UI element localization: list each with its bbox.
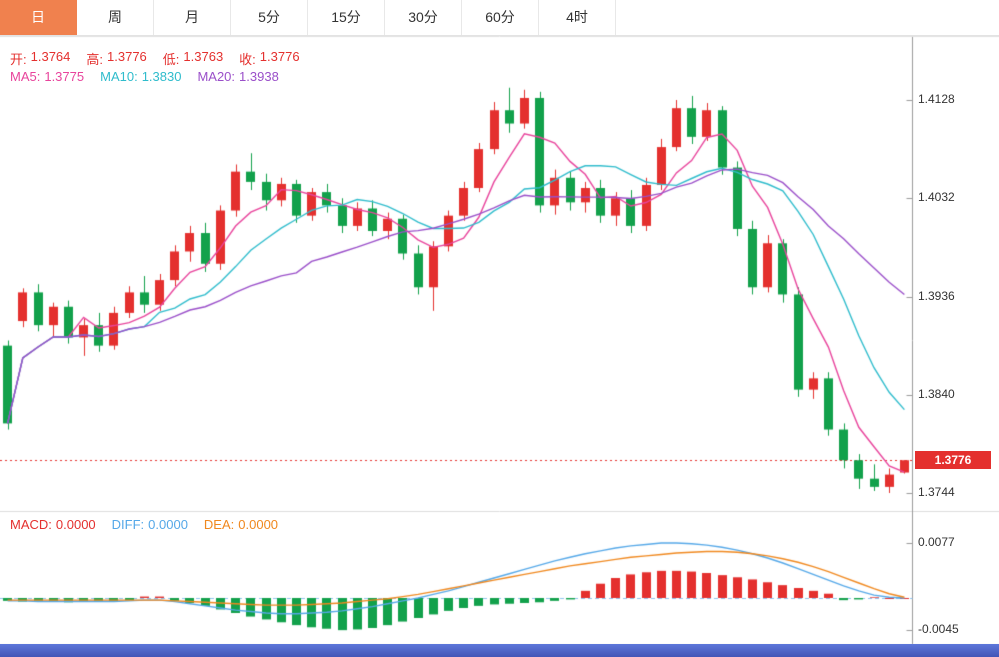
macd-value: 0.0000 xyxy=(55,517,96,532)
diff-label: DIFF: xyxy=(111,517,145,532)
tab-15min[interactable]: 15分 xyxy=(308,0,385,35)
ma20-value: 1.3938 xyxy=(239,69,279,84)
low-value: 1.3763 xyxy=(183,49,224,64)
dea-value: 0.0000 xyxy=(238,517,279,532)
ohlc-readout: 开: 1.3764 高: 1.3776 低: 1.3763 收: 1.3776 xyxy=(10,49,300,68)
current-price-tag: 1.3776 xyxy=(915,451,991,470)
open-label: 开: xyxy=(10,52,27,67)
close-value: 1.3776 xyxy=(259,49,300,64)
ma10-label: MA10: xyxy=(100,69,138,84)
macd-axis-label: 0.0077 xyxy=(918,535,955,549)
open-readout: 开: 1.3764 xyxy=(10,49,70,68)
ma10-readout: MA10: 1.3830 xyxy=(100,69,181,84)
timeframe-tabbar: 日 周 月 5分 15分 30分 60分 4时 xyxy=(0,0,999,36)
high-readout: 高: 1.3776 xyxy=(86,49,146,68)
close-label: 收: xyxy=(239,52,256,67)
ma5-readout: MA5: 1.3775 xyxy=(10,69,84,84)
macd-readout: MACD: 0.0000 DIFF: 0.0000 DEA: 0.0000 xyxy=(10,517,278,532)
macd-label: MACD: xyxy=(10,517,52,532)
price-axis-label: 1.3744 xyxy=(918,485,955,499)
tab-30min[interactable]: 30分 xyxy=(385,0,462,35)
ma20-readout: MA20: 1.3938 xyxy=(197,69,278,84)
open-value: 1.3764 xyxy=(30,49,71,64)
price-axis-label: 1.4128 xyxy=(918,92,955,106)
tab-week[interactable]: 周 xyxy=(77,0,154,35)
ma5-value: 1.3775 xyxy=(44,69,85,84)
bottom-scrollbar[interactable] xyxy=(0,644,999,657)
high-label: 高: xyxy=(86,52,104,67)
close-readout: 收: 1.3776 xyxy=(239,49,299,68)
diff-value: 0.0000 xyxy=(148,517,188,532)
macd-axis-label: -0.0045 xyxy=(918,622,959,637)
low-label: 低: xyxy=(162,52,180,67)
low-readout: 低: 1.3763 xyxy=(163,49,223,68)
tab-60min[interactable]: 60分 xyxy=(462,0,539,35)
diff-value-readout: DIFF: 0.0000 xyxy=(112,517,188,532)
ma-readout: MA5: 1.3775 MA10: 1.3830 MA20: 1.3938 xyxy=(10,69,279,84)
high-value: 1.3776 xyxy=(107,49,147,64)
ma10-value: 1.3830 xyxy=(141,69,182,84)
ma5-label: MA5: xyxy=(10,69,41,84)
tab-5min[interactable]: 5分 xyxy=(231,0,308,35)
ma20-label: MA20: xyxy=(197,69,236,84)
price-axis-label: 1.3936 xyxy=(918,288,955,303)
price-axis-label: 1.4032 xyxy=(918,190,955,205)
tab-month[interactable]: 月 xyxy=(154,0,231,35)
macd-value-readout: MACD: 0.0000 xyxy=(10,517,96,532)
price-axis-label: 1.3840 xyxy=(918,386,955,401)
dea-label: DEA: xyxy=(203,517,235,532)
tab-day[interactable]: 日 xyxy=(0,0,77,35)
tab-4hour[interactable]: 4时 xyxy=(539,0,616,35)
dea-value-readout: DEA: 0.0000 xyxy=(204,517,278,532)
